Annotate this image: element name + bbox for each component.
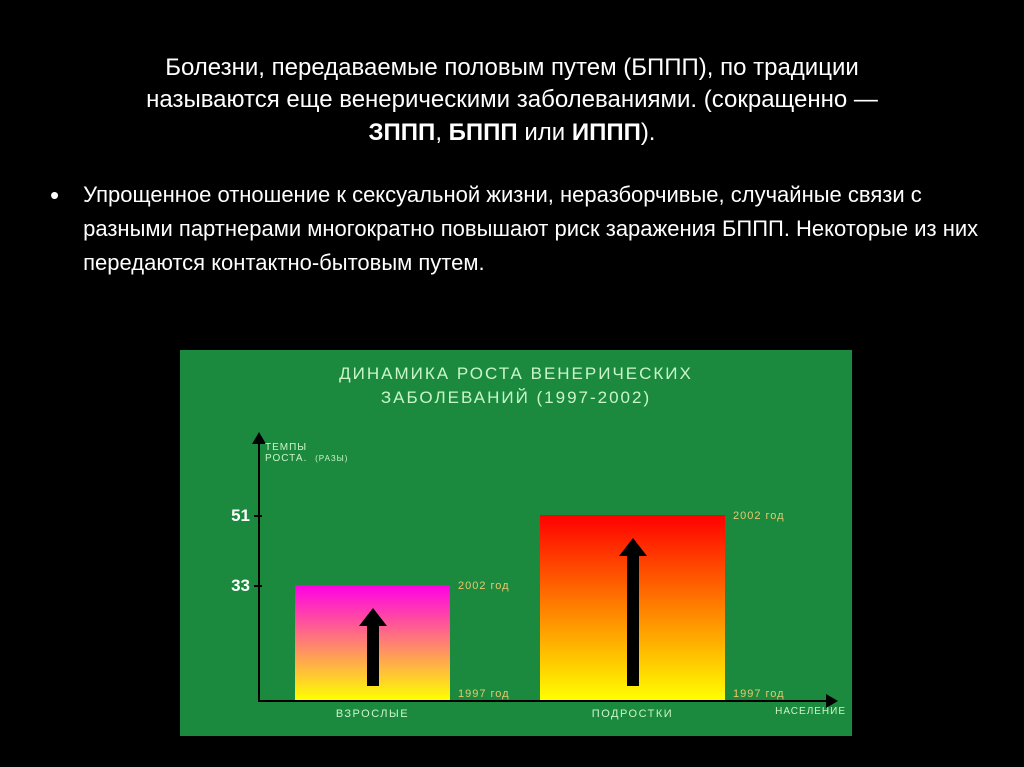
bullet-row: • Упрощенное отношение к сексуальной жиз… <box>50 178 984 280</box>
y-axis-title-1: ТЕМПЫ <box>265 442 307 453</box>
bar-bottom-year: 1997 год <box>733 688 785 700</box>
title-bold-3: ИППП <box>572 119 641 146</box>
y-tick-label: 51 <box>220 506 250 526</box>
bullet-text: Упрощенное отношение к сексуальной жизни… <box>83 178 984 280</box>
chart-title-l1: ДИНАМИКА РОСТА ВЕНЕРИЧЕСКИХ <box>339 364 693 383</box>
x-axis <box>258 700 828 702</box>
slide: Болезни, передаваемые половым путем (БПП… <box>0 0 1024 767</box>
category-label: ВЗРОСЛЫЕ <box>295 708 450 720</box>
y-tick <box>254 515 262 517</box>
y-axis <box>258 440 260 700</box>
y-axis-title: ТЕМПЫ РОСТА. (РАЗЫ) <box>265 442 348 464</box>
y-axis-title-2: РОСТА. <box>265 453 307 464</box>
bar-top-year: 2002 год <box>733 510 785 522</box>
y-axis-subtitle: (РАЗЫ) <box>315 454 348 463</box>
bar-arrow-icon <box>621 538 645 686</box>
bar-teens <box>540 515 725 700</box>
bar-arrow-icon <box>361 608 385 686</box>
y-tick <box>254 585 262 587</box>
title-bold-1: ЗППП <box>369 119 436 146</box>
chart-title-l2: ЗАБОЛЕВАНИЙ (1997-2002) <box>381 388 651 407</box>
title-line-2: называются еще венерическими заболевания… <box>146 86 878 113</box>
title-suffix: ). <box>641 119 656 146</box>
category-label: ПОДРОСТКИ <box>540 708 725 720</box>
bullet-icon: • <box>50 182 59 208</box>
bar-bottom-year: 1997 год <box>458 688 510 700</box>
bar-adults <box>295 585 450 700</box>
bar-top-year: 2002 год <box>458 580 510 592</box>
title-sep-1: , <box>435 119 448 146</box>
title-line-1: Болезни, передаваемые половым путем (БПП… <box>165 54 859 81</box>
title-sep-2: или <box>518 119 572 146</box>
y-axis-arrow-icon <box>252 432 266 444</box>
y-tick-label: 33 <box>220 576 250 596</box>
title-bold-2: БППП <box>449 119 518 146</box>
slide-title: Болезни, передаваемые половым путем (БПП… <box>40 52 984 149</box>
x-axis-title: НАСЕЛЕНИЕ <box>775 706 846 717</box>
chart: ДИНАМИКА РОСТА ВЕНЕРИЧЕСКИХ ЗАБОЛЕВАНИЙ … <box>180 350 852 736</box>
chart-title: ДИНАМИКА РОСТА ВЕНЕРИЧЕСКИХ ЗАБОЛЕВАНИЙ … <box>180 362 852 410</box>
